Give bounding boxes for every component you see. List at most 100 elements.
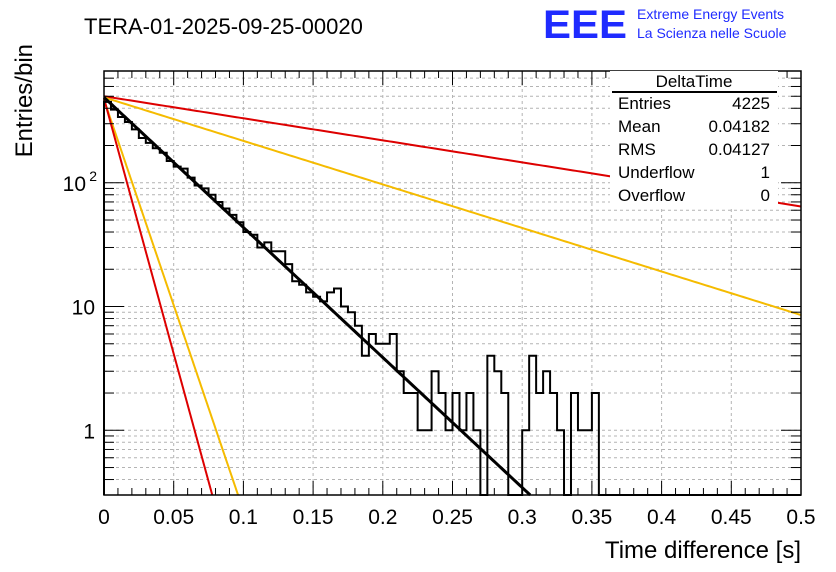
stats-row-label: Underflow bbox=[618, 163, 695, 182]
curve-red_lower bbox=[103, 98, 214, 496]
histogram-bin bbox=[571, 393, 578, 495]
histogram-bin bbox=[195, 186, 202, 495]
x-tick-label: 0.1 bbox=[229, 506, 258, 529]
histogram-bin bbox=[432, 371, 439, 495]
stats-row-value: 0.04127 bbox=[709, 140, 770, 159]
x-tick-label: 0.4 bbox=[647, 506, 677, 529]
tick-labels: 0 0.05 0.1 0.15 0.2 0.25 0.3 0.35 0.4 0.45 0.5 1 10 1… bbox=[63, 168, 816, 529]
histogram-bin bbox=[236, 222, 243, 495]
x-tick-label: 0.45 bbox=[711, 506, 752, 529]
histogram-bin bbox=[285, 264, 292, 495]
histogram-bin bbox=[487, 356, 494, 495]
histogram-bin bbox=[118, 117, 125, 495]
histogram-bin bbox=[181, 169, 188, 495]
histogram-bin bbox=[404, 393, 411, 495]
x-tick-label: 0.05 bbox=[153, 506, 194, 529]
histogram-bin bbox=[125, 122, 132, 495]
histogram-bin bbox=[139, 138, 146, 495]
histogram-bin bbox=[473, 430, 480, 495]
histogram-bin bbox=[383, 344, 390, 495]
stats-row-label: Mean bbox=[618, 117, 661, 136]
histogram-bin bbox=[529, 356, 536, 495]
stats-title: DeltaTime bbox=[656, 72, 733, 91]
x-tick-label: 0.15 bbox=[293, 506, 334, 529]
histogram-bin bbox=[557, 430, 564, 495]
histogram-bin bbox=[167, 161, 174, 495]
histogram-bin bbox=[299, 285, 306, 495]
histogram-bin bbox=[146, 143, 153, 495]
y-tick-label: 10 bbox=[63, 173, 86, 196]
histogram-bin bbox=[229, 215, 236, 495]
curve-yellow_upper bbox=[103, 96, 802, 316]
histogram-bin bbox=[362, 356, 369, 495]
histogram-bin bbox=[459, 430, 466, 495]
x-tick-label: 0.2 bbox=[368, 506, 397, 529]
curve-fit bbox=[102, 96, 532, 497]
x-tick-label: 0.25 bbox=[432, 506, 473, 529]
stats-row-value: 1 bbox=[761, 163, 770, 182]
histogram-bin bbox=[418, 430, 425, 495]
histogram-bin bbox=[411, 393, 418, 495]
curve-yellow_lower bbox=[103, 99, 240, 496]
histogram-bin bbox=[306, 292, 313, 495]
histogram-bin bbox=[501, 393, 508, 495]
histogram-bin bbox=[313, 297, 320, 495]
y-axis-label: Entries/bin bbox=[11, 44, 38, 157]
histogram-bin bbox=[222, 208, 229, 495]
histogram-bin bbox=[543, 371, 550, 495]
histogram-bin bbox=[355, 326, 362, 495]
stats-row-value: 4225 bbox=[732, 94, 770, 113]
histogram-bin bbox=[494, 371, 501, 495]
chart-title: TERA-01-2025-09-25-00020 bbox=[84, 14, 363, 39]
histogram-bin bbox=[243, 232, 250, 495]
histogram-bin bbox=[216, 202, 223, 495]
x-tick-label: 0.5 bbox=[786, 506, 815, 529]
histogram-bin bbox=[550, 393, 557, 495]
histogram-bin bbox=[188, 178, 195, 495]
histogram-bin bbox=[390, 334, 397, 495]
histogram-bin bbox=[271, 251, 278, 495]
histogram-bin bbox=[278, 251, 285, 495]
eee-logo-text: EEE bbox=[543, 3, 627, 47]
histogram-bin bbox=[257, 247, 264, 495]
histogram-bin bbox=[320, 301, 327, 495]
histogram-bin bbox=[425, 430, 432, 495]
axes bbox=[103, 70, 802, 496]
histogram-bin bbox=[536, 393, 543, 495]
x-tick-label: 0 bbox=[98, 506, 110, 529]
histogram-bin bbox=[327, 292, 334, 495]
stats-row-label: Overflow bbox=[618, 186, 686, 205]
histogram-bin bbox=[209, 195, 216, 495]
y-tick-label-exponent: 2 bbox=[89, 168, 97, 184]
stats-rows: Entries 4225 Mean 0.04182 RMS 0.04127 Underflo… bbox=[618, 94, 770, 205]
histogram-bin bbox=[369, 334, 376, 495]
histogram-bin bbox=[592, 393, 599, 495]
histogram-bin bbox=[174, 167, 181, 495]
stats-row-label: Entries bbox=[618, 94, 671, 113]
histogram-bin bbox=[132, 129, 139, 495]
stats-box-background bbox=[610, 71, 778, 207]
x-tick-label: 0.35 bbox=[571, 506, 612, 529]
y-tick-label: 10 bbox=[72, 297, 95, 320]
stats-row-value: 0 bbox=[761, 186, 770, 205]
histogram-bin bbox=[250, 235, 257, 495]
histogram-bin bbox=[348, 312, 355, 495]
histogram-bin bbox=[585, 430, 592, 495]
histogram-bin bbox=[341, 307, 348, 495]
histogram-bin bbox=[578, 430, 585, 495]
histogram-bin bbox=[111, 110, 118, 495]
histogram-bin bbox=[153, 148, 160, 495]
y-tick-label: 1 bbox=[83, 420, 95, 443]
histogram-bin bbox=[439, 393, 446, 495]
fit-curve-layer bbox=[102, 96, 532, 497]
histogram-bin bbox=[202, 188, 209, 495]
histogram-bin bbox=[264, 242, 271, 495]
eee-logo: EEE Extreme Energy Events La Scienza nel… bbox=[543, 3, 787, 47]
stats-row-value: 0.04182 bbox=[709, 117, 770, 136]
histogram-bin bbox=[466, 393, 473, 495]
eee-logo-line2: La Scienza nelle Scuole bbox=[637, 25, 787, 41]
model-curves bbox=[103, 95, 802, 496]
histogram-bin bbox=[453, 393, 460, 495]
x-axis-label: Time difference [s] bbox=[605, 537, 801, 564]
histogram-bin bbox=[160, 153, 167, 495]
